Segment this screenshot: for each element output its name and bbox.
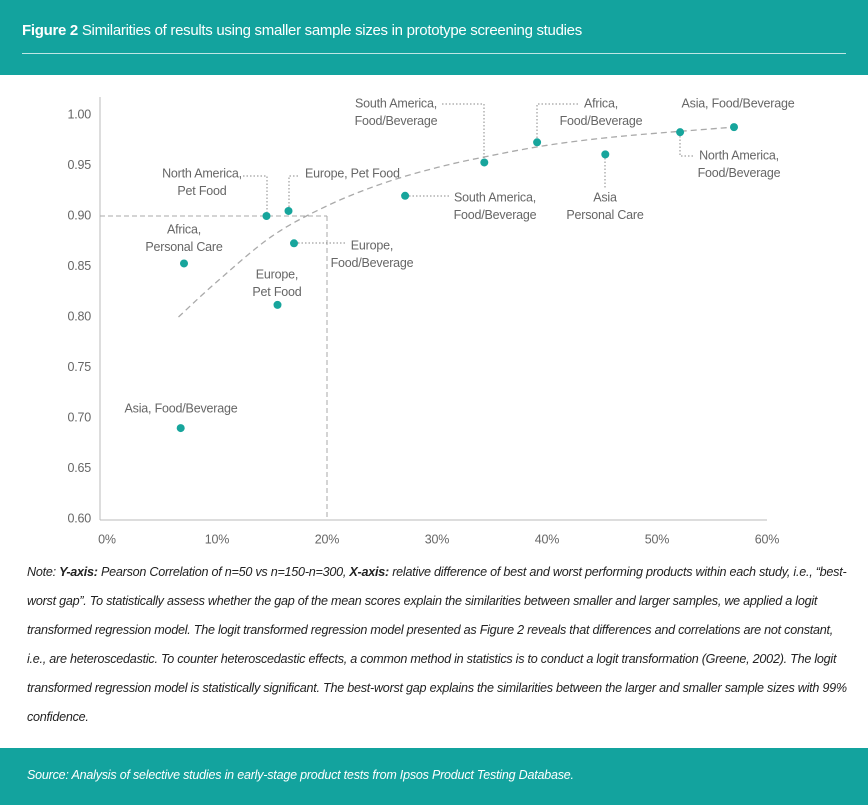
header-rule bbox=[22, 53, 846, 54]
point-label: Pet Food bbox=[177, 184, 226, 198]
y-tick-label: 0.85 bbox=[67, 259, 91, 273]
point-label: Personal Care bbox=[145, 240, 223, 254]
point bbox=[262, 212, 271, 220]
note-part: Pearson Correlation of n=50 vs n=150-n=3… bbox=[97, 565, 350, 579]
point bbox=[601, 150, 610, 159]
x-tick-label: 30% bbox=[425, 532, 450, 546]
point bbox=[676, 128, 685, 137]
point bbox=[284, 206, 293, 215]
note-part: relative difference of best and worst pe… bbox=[27, 565, 847, 724]
point bbox=[180, 259, 188, 268]
point-label: South America, bbox=[355, 96, 437, 110]
y-tick-label: 0.75 bbox=[67, 360, 91, 374]
point-label: Europe, bbox=[351, 238, 393, 252]
chart: 0.60 0.65 0.70 0.75 0.80 0.85 0.90 0.95 1.00 0% 10… bbox=[67, 96, 795, 546]
leader-line bbox=[243, 175, 268, 212]
point bbox=[730, 123, 738, 132]
point-label: Food/Beverage bbox=[331, 256, 414, 270]
point-label: Food/Beverage bbox=[560, 114, 643, 128]
point bbox=[401, 191, 410, 200]
x-tick-label: 40% bbox=[535, 532, 560, 546]
point bbox=[273, 300, 282, 309]
source: Source: Analysis of selective studies in… bbox=[27, 768, 574, 782]
point-label: Food/Beverage bbox=[698, 166, 781, 180]
y-tick-label: 1.00 bbox=[67, 107, 91, 121]
note-part: X-axis: bbox=[349, 565, 389, 579]
point-label: Asia bbox=[593, 190, 617, 204]
note-part: Note: bbox=[27, 565, 60, 579]
point-label: Food/Beverage bbox=[454, 208, 537, 222]
point-label: North America, bbox=[699, 148, 779, 162]
point-label: Africa, bbox=[584, 96, 618, 110]
point bbox=[176, 424, 185, 433]
x-tick-label: 20% bbox=[315, 532, 340, 546]
title: Figure 2 Similarities of results using s… bbox=[22, 22, 582, 39]
leader-line bbox=[679, 136, 695, 157]
point-label: Pet Food bbox=[252, 285, 301, 299]
title-text: Similarities of results using smaller sa… bbox=[81, 22, 582, 39]
x-tick-label: 60% bbox=[755, 532, 780, 546]
footer: Source: Analysis of selective studies in… bbox=[0, 748, 868, 805]
note-part: Y-axis: bbox=[59, 565, 98, 579]
point-label: North America, bbox=[162, 166, 242, 180]
x-tick-label: 10% bbox=[205, 532, 230, 546]
point-label: Asia, Food/Beverage bbox=[125, 401, 238, 415]
y-tick-label: 0.90 bbox=[67, 208, 91, 222]
trend-line bbox=[178, 126, 735, 318]
figure-label: Figure 2 bbox=[22, 22, 78, 39]
y-tick-label: 0.95 bbox=[67, 158, 91, 172]
point bbox=[533, 138, 542, 147]
point-label: Personal Care bbox=[566, 208, 644, 222]
leader-line bbox=[536, 103, 580, 138]
point-label: Asia, Food/Beverage bbox=[682, 96, 795, 110]
leader-line bbox=[442, 103, 485, 158]
point-label: Food/Beverage bbox=[355, 114, 438, 128]
y-tick-label: 0.65 bbox=[67, 461, 91, 475]
x-tick-label: 50% bbox=[645, 532, 670, 546]
point-label: South America, bbox=[454, 190, 536, 204]
leader-line bbox=[288, 175, 300, 207]
point-label: Europe, Pet Food bbox=[305, 166, 400, 180]
note: Note: Y-axis: Pearson Correlation of n=5… bbox=[27, 558, 852, 732]
header: Figure 2 Similarities of results using s… bbox=[0, 0, 868, 75]
x-tick-label: 0% bbox=[98, 532, 116, 546]
point-label: Europe, bbox=[256, 267, 298, 281]
y-tick-label: 0.70 bbox=[67, 410, 91, 424]
y-tick-label: 0.80 bbox=[67, 309, 91, 323]
point bbox=[480, 158, 489, 167]
point bbox=[290, 239, 298, 248]
point-label: Africa, bbox=[167, 222, 201, 236]
y-tick-label: 0.60 bbox=[67, 511, 91, 525]
